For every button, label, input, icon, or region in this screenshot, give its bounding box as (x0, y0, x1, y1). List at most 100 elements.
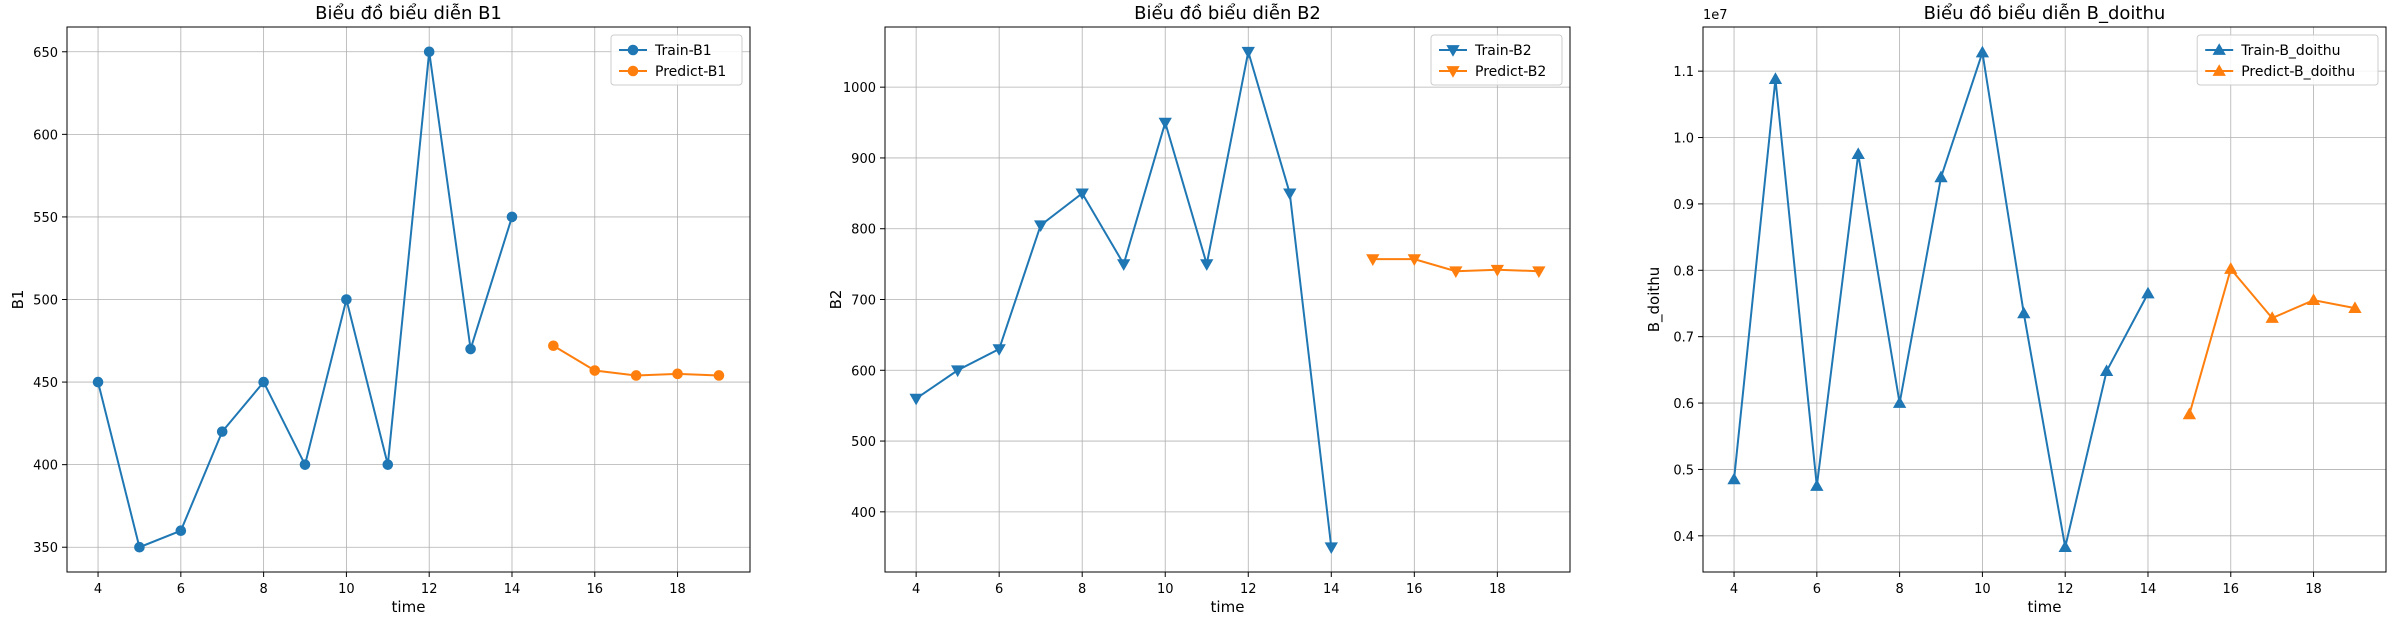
data-point (2058, 540, 2072, 552)
data-point (1324, 542, 1338, 555)
x-tick-label: 14 (2140, 582, 2157, 597)
x-tick-label: 10 (338, 582, 355, 597)
x-axis-label: time (1211, 598, 1245, 616)
data-point (1851, 147, 1865, 159)
y-tick-label: 1.1 (1673, 65, 1694, 80)
data-point (92, 376, 104, 388)
y-tick-label: 0.8 (1673, 264, 1694, 279)
data-point (2348, 301, 2362, 313)
legend-item: Train-B_doithu (2205, 43, 2341, 59)
data-point (2182, 407, 2197, 420)
x-tick-label: 8 (1078, 582, 1086, 597)
y-tick-label: 800 (851, 223, 876, 238)
data-point (1034, 220, 1048, 232)
series-Train-B2 (909, 46, 1338, 555)
x-tick-label: 18 (2305, 582, 2322, 597)
axes-frame (884, 26, 1571, 573)
y-tick-label: 0.5 (1673, 463, 1694, 478)
legend: Train-B_doithu Predict-B_doithu (2196, 34, 2379, 86)
x-tick-label: 8 (259, 582, 267, 597)
data-point (1532, 266, 1546, 278)
y-tick-label: 400 (851, 506, 876, 521)
x-tick-label: 6 (1813, 582, 1821, 597)
x-tick-label: 6 (995, 582, 1003, 597)
data-point (506, 211, 518, 223)
data-point (134, 541, 145, 553)
chart-1: 4 6 8 10 12 14 16 18 350 400 450 500 550 600 650 Biểu đ… (9, 3, 751, 616)
data-point (1158, 117, 1172, 130)
x-tick-label: 14 (504, 582, 521, 597)
legend-label: Predict-B_doithu (2241, 64, 2355, 80)
y-tick-label: 600 (851, 364, 876, 379)
y-tick-label: 1.0 (1673, 132, 1694, 147)
data-point (1975, 45, 1990, 58)
y-tick-label: 550 (33, 211, 58, 226)
x-axis-label: time (2028, 598, 2062, 616)
y-tick-label: 500 (851, 435, 876, 450)
legend-label: Train-B1 (654, 43, 712, 59)
data-point (341, 294, 352, 305)
data-point (258, 376, 269, 388)
y-tick-label: 0.7 (1673, 331, 1694, 346)
y-scale-offset-label: 1e7 (1703, 8, 1728, 23)
data-point (2224, 262, 2238, 274)
legend-item: Predict-B_doithu (2205, 64, 2355, 80)
series-line (2188, 266, 2356, 415)
axes-frame (66, 26, 751, 573)
data-point (299, 459, 311, 470)
series-line (1733, 52, 2149, 548)
y-tick-label: 0.9 (1673, 198, 1694, 213)
x-tick-label: 12 (1240, 582, 1257, 597)
legend: Train-B1 Predict-B1 (610, 34, 743, 86)
x-tick-label: 14 (1323, 582, 1340, 597)
legend-label: Predict-B2 (1475, 64, 1546, 80)
x-tick-label: 12 (2057, 582, 2074, 597)
chart-3: 4 6 8 10 12 14 16 18 0.4 0.5 0.6 0.7 0.8 0.9 1.0 1.1 Biể… (1645, 3, 2387, 616)
data-point (1241, 46, 1255, 59)
data-point (548, 340, 559, 352)
legend-swatch-marker (627, 44, 639, 56)
legend-label: Train-B2 (1474, 43, 1532, 59)
data-point (1117, 259, 1131, 271)
data-point (1810, 479, 1824, 491)
x-tick-label: 10 (1974, 582, 1991, 597)
x-tick-label: 18 (669, 582, 686, 597)
x-tick-label: 4 (94, 582, 102, 597)
y-tick-label: 500 (33, 294, 58, 309)
legend: Train-B2 Predict-B2 (1430, 34, 1563, 86)
x-tick-label: 4 (912, 582, 920, 597)
y-tick-label: 400 (33, 459, 58, 474)
data-point (630, 370, 642, 381)
y-axis-label: B2 (827, 290, 845, 310)
data-point (1283, 188, 1297, 201)
legend-swatch-marker (2212, 43, 2226, 55)
chart-title: Biểu đồ biểu diễn B_doithu (1924, 3, 2166, 24)
data-point (1407, 254, 1421, 266)
data-point (216, 426, 228, 437)
data-point (589, 365, 601, 376)
x-tick-label: 10 (1157, 582, 1174, 597)
series-Predict-B_doithu (2182, 262, 2362, 420)
y-tick-label: 650 (33, 46, 58, 61)
x-tick-label: 16 (1406, 582, 1423, 597)
y-tick-label: 350 (33, 541, 58, 556)
data-point (909, 393, 923, 406)
data-point (382, 459, 394, 470)
legend-item: Train-B1 (619, 43, 712, 59)
series-Train-B1 (92, 46, 518, 553)
x-tick-label: 16 (586, 582, 603, 597)
legend-item: Train-B2 (1439, 43, 1532, 59)
data-point (2017, 306, 2031, 319)
chart-2: 4 6 8 10 12 14 16 18 400 500 600 700 800 900 1000 Biểu … (827, 3, 1571, 616)
data-point (423, 46, 435, 58)
y-tick-label: 900 (851, 152, 876, 167)
data-point (1892, 396, 1907, 408)
data-point (175, 525, 187, 537)
data-point (2265, 311, 2279, 323)
legend-label: Train-B_doithu (2240, 43, 2340, 59)
data-point (465, 343, 476, 355)
legend-item: Predict-B1 (619, 64, 726, 80)
y-axis-label: B1 (9, 290, 27, 310)
series-Train-B_doithu (1727, 45, 2155, 552)
legend-item: Predict-B2 (1439, 64, 1546, 80)
